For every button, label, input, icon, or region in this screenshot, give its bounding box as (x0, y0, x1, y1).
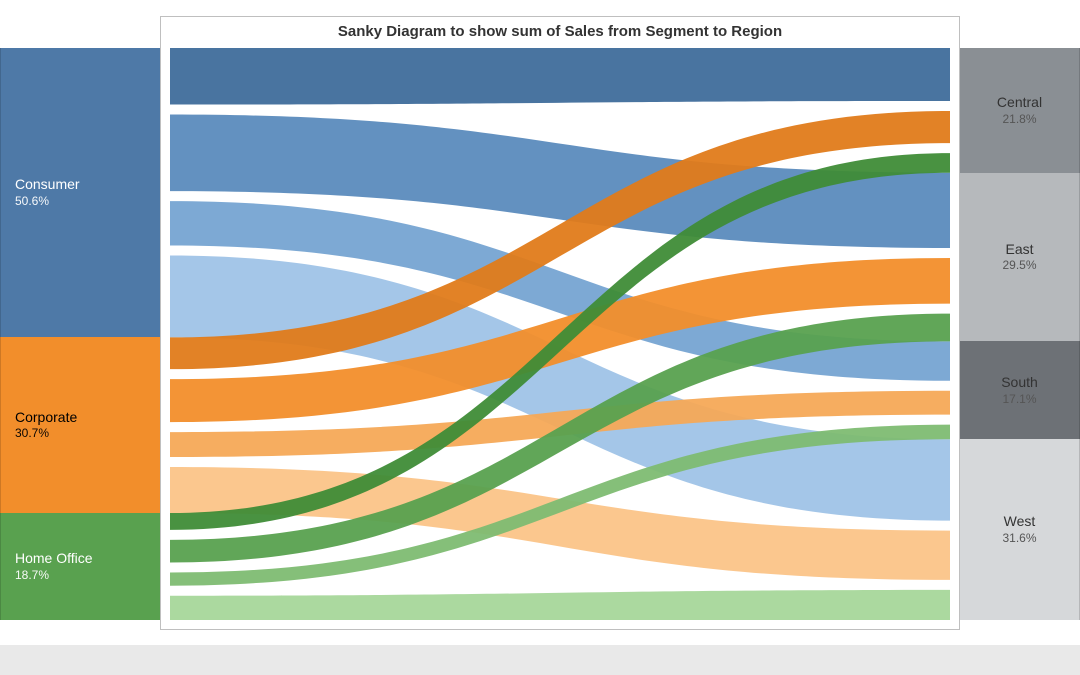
region-label: East (960, 241, 1079, 259)
region-pct: 17.1% (960, 392, 1079, 407)
region-label: West (960, 513, 1079, 531)
segment-label: Corporate (15, 409, 160, 427)
segment-consumer[interactable]: Consumer50.6% (0, 48, 160, 337)
flow-consumer-central[interactable] (170, 48, 950, 105)
segment-pct: 18.7% (15, 568, 160, 583)
region-south[interactable]: South17.1% (960, 341, 1080, 439)
region-label: Central (960, 94, 1079, 112)
region-pct: 31.6% (960, 531, 1079, 546)
sankey-diagram: Sanky Diagram to show sum of Sales from … (0, 0, 1080, 675)
segment-corporate[interactable]: Corporate30.7% (0, 337, 160, 513)
segment-label: Consumer (15, 176, 160, 194)
region-east[interactable]: East29.5% (960, 173, 1080, 342)
region-west[interactable]: West31.6% (960, 439, 1080, 620)
region-pct: 21.8% (960, 112, 1079, 127)
segment-label: Home Office (15, 550, 160, 568)
flow-homeoffice-west[interactable] (170, 590, 950, 620)
segment-pct: 30.7% (15, 426, 160, 441)
region-label: South (960, 374, 1079, 392)
segment-pct: 50.6% (15, 194, 160, 209)
flows-svg (0, 0, 1080, 675)
region-central[interactable]: Central21.8% (960, 48, 1080, 173)
segment-homeoffice[interactable]: Home Office18.7% (0, 513, 160, 620)
region-pct: 29.5% (960, 258, 1079, 273)
